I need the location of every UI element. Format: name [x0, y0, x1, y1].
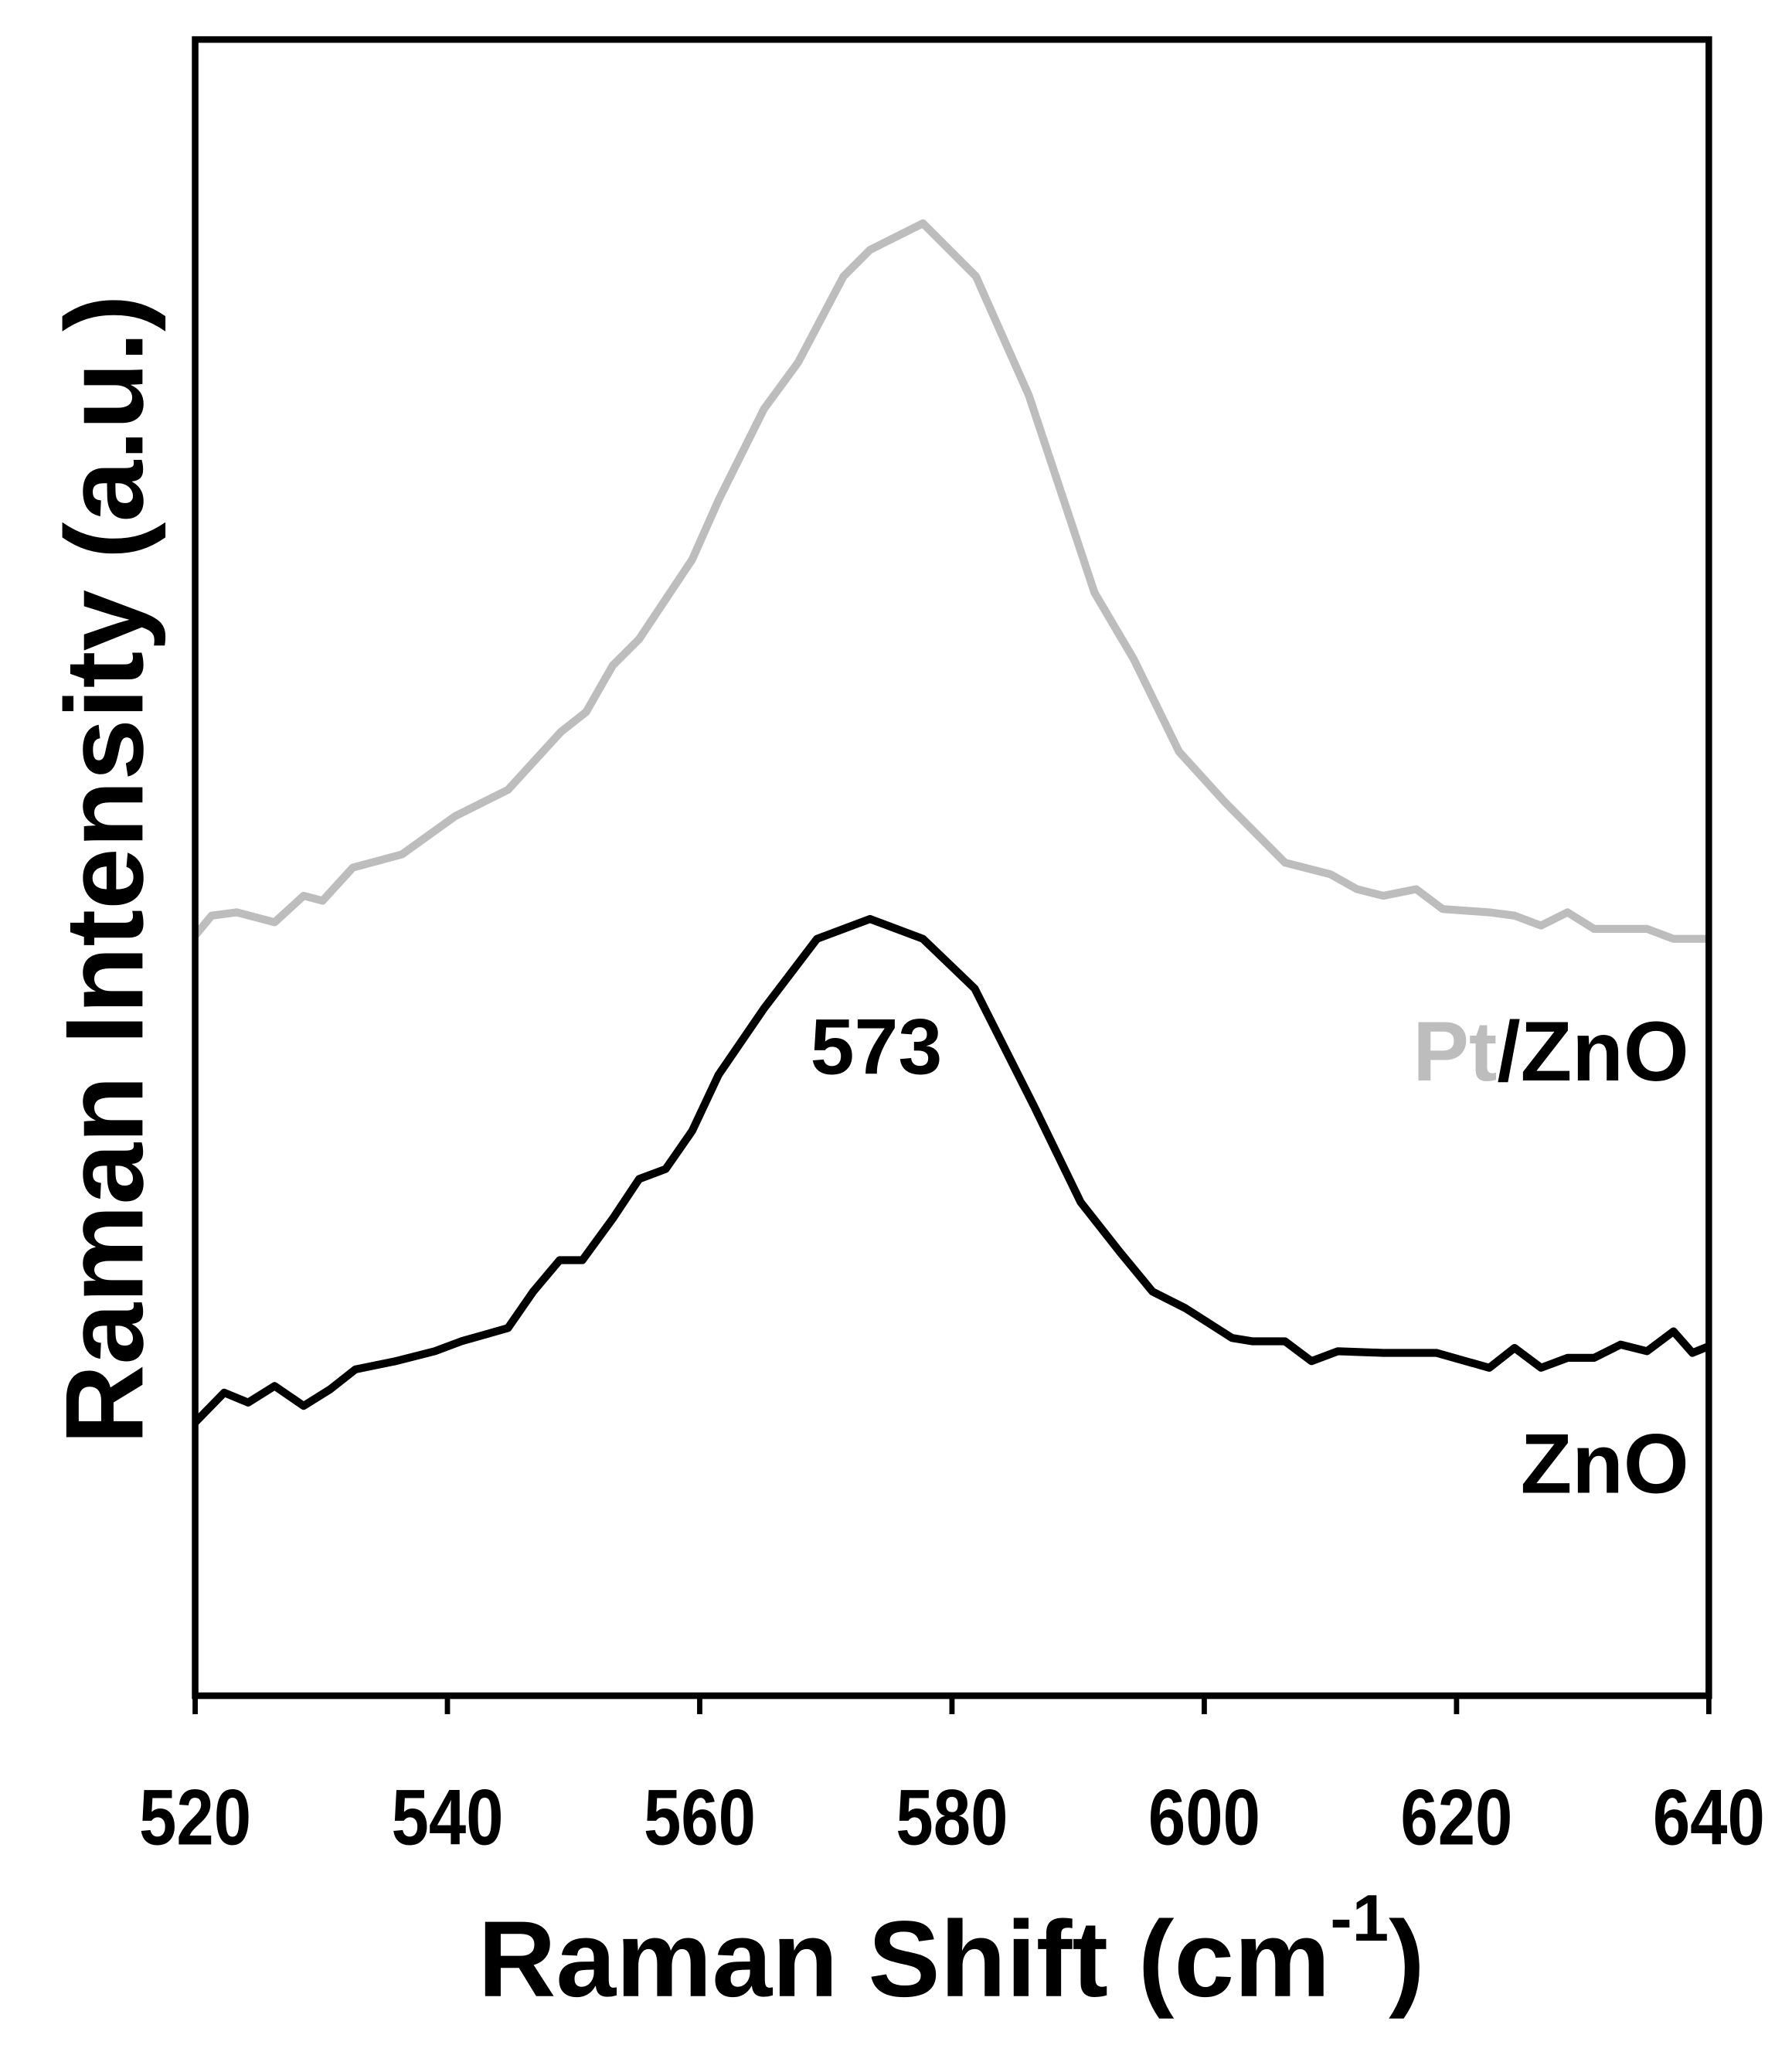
y-axis-label: Raman Intensity (a.u.) — [43, 294, 166, 1444]
x-axis-label: Raman Shift (cm-1) — [478, 1882, 1424, 2019]
series-label: ZnO — [1521, 1417, 1689, 1512]
x-tick-label: 620 — [1400, 1774, 1512, 1862]
x-tick-label: 580 — [896, 1774, 1008, 1862]
x-tick-label: 640 — [1653, 1774, 1765, 1862]
x-tick-label: 520 — [139, 1774, 251, 1862]
line-series — [192, 914, 1711, 1426]
x-axis-label-sup: -1 — [1330, 1882, 1389, 1955]
annotation: 573 — [811, 1002, 943, 1091]
series-label-part: Pt — [1413, 1005, 1497, 1099]
plot-frame — [192, 36, 1712, 1700]
x-tick-label: 560 — [644, 1774, 756, 1862]
x-tick-label: 540 — [391, 1774, 503, 1862]
series-label: Pt/ZnO — [1413, 1005, 1689, 1099]
series-label-part: /ZnO — [1497, 1005, 1688, 1099]
x-axis-label-close: ) — [1389, 1898, 1425, 2019]
line-series — [192, 219, 1709, 943]
x-axis-label-main: Raman Shift (cm — [478, 1898, 1330, 2019]
x-tick-label: 600 — [1148, 1774, 1260, 1862]
